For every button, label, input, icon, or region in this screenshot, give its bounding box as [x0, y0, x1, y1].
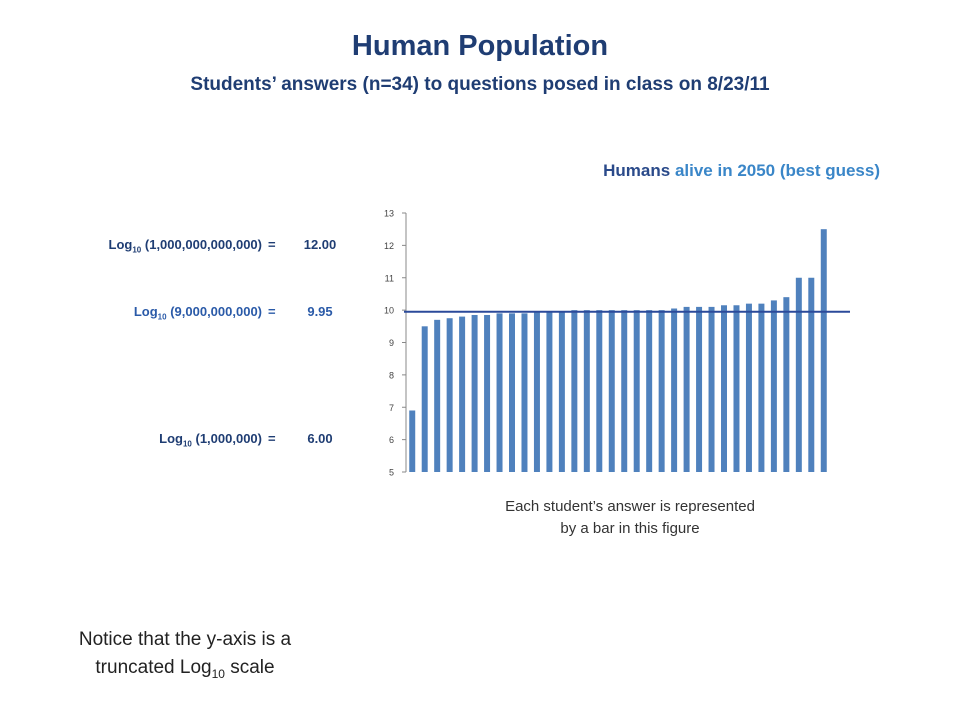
bar — [521, 313, 528, 472]
y-tick-label: 9 — [389, 338, 394, 348]
bar — [583, 310, 590, 473]
bar — [820, 229, 827, 472]
log-row-2-base: 10 — [157, 312, 167, 322]
y-tick-label: 10 — [384, 306, 394, 316]
note-line-2: truncated Log10 scale — [20, 654, 350, 688]
y-tick-label: 5 — [389, 468, 394, 478]
bar — [533, 311, 540, 472]
bar — [496, 313, 503, 472]
axis-note: Notice that the y-axis is a truncated Lo… — [20, 626, 350, 688]
bar — [671, 308, 678, 472]
log-row-3-equals: = — [268, 431, 276, 446]
bar — [471, 314, 478, 472]
bar — [621, 310, 628, 473]
bar — [459, 316, 466, 472]
y-tick-label: 13 — [384, 209, 394, 219]
chart-title-part2: alive in 2050 (best guess) — [674, 161, 880, 180]
bar — [571, 310, 578, 473]
log-row-3-base: 10 — [182, 439, 192, 449]
bar — [683, 306, 690, 472]
log-row-2-arg: (9,000,000,000) — [170, 304, 262, 319]
bar — [484, 314, 491, 472]
bar — [783, 297, 790, 472]
bar — [745, 303, 752, 472]
slide-title: Human Population — [351, 30, 609, 62]
bar — [596, 310, 603, 473]
note-line-1: Notice that the y-axis is a — [78, 629, 292, 650]
chart-title: Humans alive in 2050 (best guess) — [460, 161, 880, 181]
caption-line-2: by a bar in this figure — [560, 520, 700, 537]
chart-caption: Each student’s answer is represented by … — [440, 496, 820, 540]
note-line-2-sub: 10 — [211, 666, 225, 681]
bar — [446, 318, 453, 472]
log-row-3-log: Log — [159, 431, 183, 446]
log-row-3-value: 6.00 — [307, 431, 333, 446]
note-line-2-pre: truncated Log — [95, 657, 212, 678]
bar-chart: 5 6 7 8 9 10 11 12 13 — [384, 209, 850, 478]
log-row-3-arg: (1,000,000) — [195, 431, 263, 446]
slide-subtitle: Students’ answers (n=34) to questions po… — [190, 74, 770, 95]
bar — [633, 310, 640, 473]
bar — [409, 410, 416, 472]
bar — [546, 311, 553, 472]
log-row-1-arg: (1,000,000,000,000) — [144, 237, 262, 252]
log-row-1-value: 12.00 — [303, 237, 337, 252]
log-row-1-equals: = — [268, 237, 276, 252]
log-row-1-log: Log — [108, 237, 133, 252]
bar — [795, 277, 802, 472]
log-row-1-base: 10 — [132, 245, 142, 255]
bar — [421, 326, 428, 472]
bar — [696, 306, 703, 472]
y-tick-label: 6 — [389, 435, 394, 445]
y-tick-label: 8 — [389, 370, 394, 380]
bar — [646, 310, 653, 473]
bar — [658, 310, 665, 473]
log-row-2-value: 9.95 — [307, 304, 333, 319]
y-tick-label: 7 — [389, 403, 394, 413]
bar — [733, 305, 740, 472]
bar — [558, 311, 565, 472]
bar — [758, 303, 765, 472]
bar — [770, 300, 777, 472]
bar — [708, 306, 715, 472]
chart-title-part1: Humans — [603, 161, 671, 180]
bar — [434, 319, 441, 472]
bar — [509, 313, 515, 472]
log-row-2-equals: = — [268, 304, 276, 319]
bar — [808, 277, 815, 472]
y-tick-label: 12 — [384, 241, 394, 251]
log-row-2-log: Log — [133, 304, 158, 319]
y-tick-label: 11 — [385, 273, 394, 283]
caption-line-1: Each student’s answer is represented — [505, 498, 755, 515]
note-line-2-post: scale — [224, 657, 275, 678]
bar — [721, 305, 727, 472]
bar — [608, 310, 615, 473]
